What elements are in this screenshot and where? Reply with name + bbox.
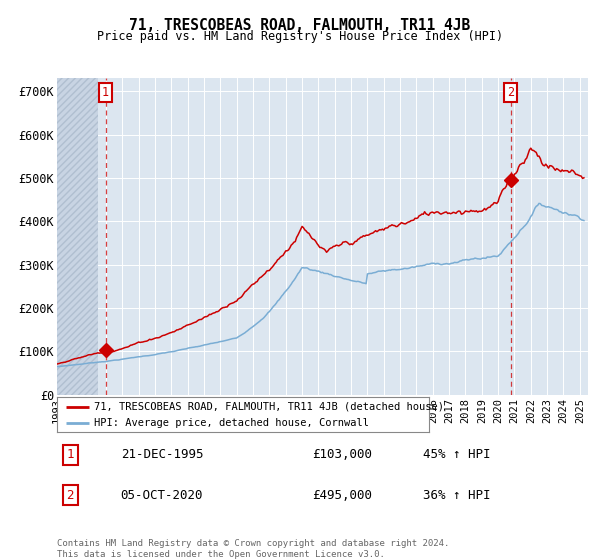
Text: 1: 1 [67,449,74,461]
Text: 1: 1 [102,86,109,99]
Text: 45% ↑ HPI: 45% ↑ HPI [424,449,491,461]
Bar [57,78,98,395]
Text: 36% ↑ HPI: 36% ↑ HPI [424,489,491,502]
Text: 05-OCT-2020: 05-OCT-2020 [121,489,203,502]
Text: 71, TRESCOBEAS ROAD, FALMOUTH, TR11 4JB (detached house): 71, TRESCOBEAS ROAD, FALMOUTH, TR11 4JB … [94,402,444,412]
Text: HPI: Average price, detached house, Cornwall: HPI: Average price, detached house, Corn… [94,418,369,428]
Text: 21-DEC-1995: 21-DEC-1995 [121,449,203,461]
Text: 2: 2 [67,489,74,502]
Text: £495,000: £495,000 [312,489,372,502]
Text: £103,000: £103,000 [312,449,372,461]
Text: Price paid vs. HM Land Registry's House Price Index (HPI): Price paid vs. HM Land Registry's House … [97,30,503,43]
Text: 2: 2 [507,86,514,99]
Text: 71, TRESCOBEAS ROAD, FALMOUTH, TR11 4JB: 71, TRESCOBEAS ROAD, FALMOUTH, TR11 4JB [130,18,470,33]
Text: Contains HM Land Registry data © Crown copyright and database right 2024.
This d: Contains HM Land Registry data © Crown c… [57,539,449,559]
